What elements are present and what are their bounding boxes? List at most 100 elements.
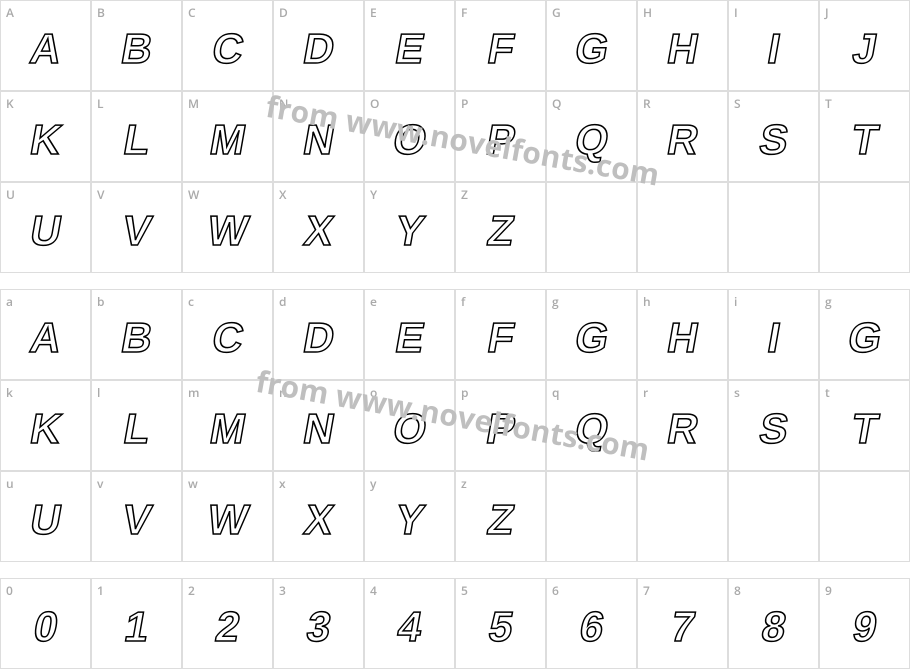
glyph-cell: ZZ	[455, 182, 546, 273]
glyph-cell: EE	[364, 0, 455, 91]
digits-grid: 00112233445566778899	[0, 578, 910, 669]
cell-label: H	[643, 4, 652, 21]
glyph-cell: kK	[0, 380, 91, 471]
glyph-cell: HH	[637, 0, 728, 91]
glyph-cell: LL	[91, 91, 182, 182]
glyph-cell: sS	[728, 380, 819, 471]
glyph: W	[203, 207, 251, 255]
glyph: X	[300, 496, 336, 544]
glyph: A	[26, 314, 65, 362]
glyph-cell: 55	[455, 578, 546, 669]
glyph-cell: SS	[728, 91, 819, 182]
glyph: T	[847, 116, 881, 164]
cell-label: O	[370, 95, 379, 112]
glyph: Z	[483, 207, 517, 255]
glyph-cell: OO	[364, 91, 455, 182]
glyph-cell: MM	[182, 91, 273, 182]
glyph: E	[391, 25, 427, 73]
glyph-cell: nN	[273, 380, 364, 471]
glyph: S	[755, 405, 791, 453]
glyph-cell: yY	[364, 471, 455, 562]
glyph: 6	[576, 603, 608, 651]
cell-label: g	[825, 293, 832, 310]
cell-label: 2	[188, 582, 195, 599]
glyph: T	[847, 405, 881, 453]
cell-label: r	[643, 384, 648, 401]
cell-label: D	[279, 4, 288, 21]
glyph-cell: qQ	[546, 380, 637, 471]
cell-label: z	[461, 475, 467, 492]
glyph-cell	[546, 182, 637, 273]
glyph-cell: 66	[546, 578, 637, 669]
glyph-cell: cC	[182, 289, 273, 380]
glyph-cell: WW	[182, 182, 273, 273]
cell-label: o	[370, 384, 377, 401]
glyph-cell: NN	[273, 91, 364, 182]
glyph: S	[755, 116, 791, 164]
glyph-cell: xX	[273, 471, 364, 562]
glyph-cell: fF	[455, 289, 546, 380]
glyph-cell: gG	[546, 289, 637, 380]
cell-label: u	[6, 475, 14, 492]
cell-label: T	[825, 95, 832, 112]
cell-label: s	[734, 384, 740, 401]
glyph: Q	[571, 405, 612, 453]
cell-label: B	[97, 4, 105, 21]
glyph: 2	[212, 603, 244, 651]
glyph-cell: lL	[91, 380, 182, 471]
glyph-cell: aA	[0, 289, 91, 380]
glyph: N	[299, 116, 338, 164]
cell-label: h	[643, 293, 651, 310]
glyph-cell: 99	[819, 578, 910, 669]
cell-label: p	[461, 384, 468, 401]
glyph: 0	[30, 603, 62, 651]
glyph-cell: hH	[637, 289, 728, 380]
glyph-cell: oO	[364, 380, 455, 471]
glyph: A	[26, 25, 65, 73]
glyph: C	[208, 314, 247, 362]
cell-label: y	[370, 475, 376, 492]
glyph: G	[571, 25, 612, 73]
glyph-cell: II	[728, 0, 819, 91]
glyph-cell: 11	[91, 578, 182, 669]
cell-label: b	[97, 293, 104, 310]
cell-label: X	[279, 186, 286, 203]
glyph-cell: GG	[546, 0, 637, 91]
glyph-cell: mM	[182, 380, 273, 471]
glyph-cell: rR	[637, 380, 728, 471]
cell-label: F	[461, 4, 467, 21]
cell-label: q	[552, 384, 559, 401]
glyph-cell: FF	[455, 0, 546, 91]
glyph-cell	[546, 471, 637, 562]
cell-label: 5	[461, 582, 468, 599]
glyph-cell: vV	[91, 471, 182, 562]
cell-label: v	[97, 475, 103, 492]
glyph-cell: RR	[637, 91, 728, 182]
cell-label: e	[370, 293, 377, 310]
cell-label: Q	[552, 95, 561, 112]
cell-label: C	[188, 4, 196, 21]
uppercase-grid: AABBCCDDEEFFGGHHIIJJKKLLMMNNOOPPQQRRSSTT…	[0, 0, 910, 273]
glyph: 7	[667, 603, 699, 651]
glyph-cell	[728, 471, 819, 562]
cell-label: f	[461, 293, 465, 310]
cell-label: K	[6, 95, 14, 112]
glyph: Q	[571, 116, 612, 164]
glyph: U	[26, 207, 65, 255]
glyph-cell: PP	[455, 91, 546, 182]
glyph: M	[206, 116, 249, 164]
glyph: B	[117, 25, 156, 73]
cell-label: m	[188, 384, 199, 401]
cell-label: 4	[370, 582, 377, 599]
cell-label: w	[188, 475, 198, 492]
cell-label: 1	[97, 582, 104, 599]
uppercase-section: AABBCCDDEEFFGGHHIIJJKKLLMMNNOOPPQQRRSSTT…	[0, 0, 910, 273]
glyph-cell: dD	[273, 289, 364, 380]
glyph-cell: QQ	[546, 91, 637, 182]
glyph: C	[208, 25, 247, 73]
glyph: 8	[758, 603, 790, 651]
glyph-cell: TT	[819, 91, 910, 182]
glyph: O	[389, 405, 430, 453]
glyph: 4	[394, 603, 426, 651]
glyph: E	[391, 314, 427, 362]
